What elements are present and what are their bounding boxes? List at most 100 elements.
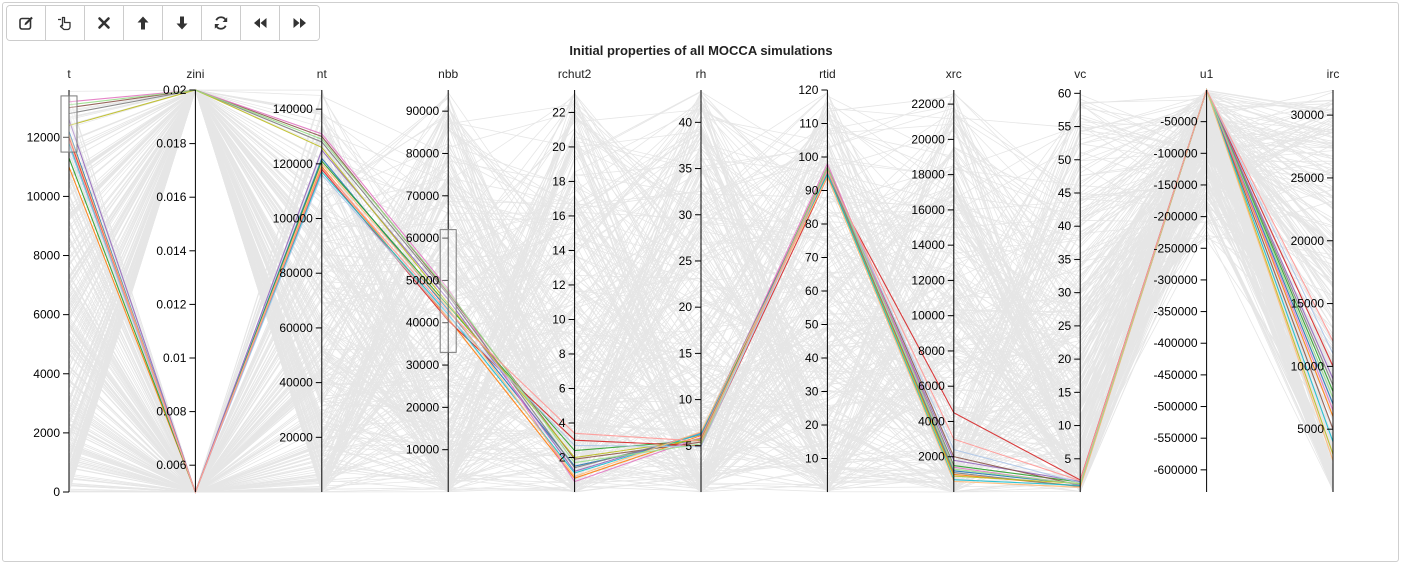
- tick-label: -250000: [1154, 241, 1198, 255]
- tick-label: 16000: [911, 203, 945, 217]
- chart-title: Initial properties of all MOCCA simulati…: [569, 43, 832, 58]
- axis-nbb[interactable]: nbb 10000 20000 30000 40000 50000 60000 70000 80…: [406, 67, 459, 492]
- axis-vc[interactable]: vc 5 10 15 20 25 30 35 40 45 50 55 60: [1058, 67, 1086, 492]
- tick-label: 15: [679, 346, 693, 360]
- tick-label: -400000: [1154, 336, 1198, 350]
- tick-label: 90: [805, 184, 819, 198]
- tick-label: 10: [805, 452, 819, 466]
- axis-irc[interactable]: irc 5000 10000 15000 20000 25000 30000: [1291, 67, 1340, 492]
- tick-label: 80000: [406, 146, 440, 160]
- tick-label: 15000: [1291, 297, 1325, 311]
- tick-label: 10000: [911, 309, 945, 323]
- tick-label: 8000: [33, 249, 60, 263]
- axis-label[interactable]: rh: [696, 67, 707, 81]
- tick-label: 80: [805, 217, 819, 231]
- tick-label: 0: [53, 485, 60, 499]
- axis-rchut2[interactable]: rchut2 2 4 6 8 10 12 14 16 18 20 22: [552, 67, 592, 492]
- tick-label: 15: [1058, 385, 1072, 399]
- tick-label: 14000: [911, 238, 945, 252]
- tick-label: -50000: [1160, 115, 1198, 129]
- axis-label[interactable]: nt: [317, 67, 328, 81]
- tick-label: 60000: [279, 321, 313, 335]
- fast-backward-icon: [254, 18, 267, 28]
- tick-label: 20000: [911, 132, 945, 146]
- tick-label: 40: [679, 115, 693, 129]
- tick-label: -200000: [1154, 210, 1198, 224]
- tick-label: 20: [805, 418, 819, 432]
- refresh-button[interactable]: [202, 6, 241, 40]
- tick-label: 20000: [406, 400, 440, 414]
- tick-label: 50: [805, 318, 819, 332]
- tick-label: -350000: [1154, 305, 1198, 319]
- tick-label: 30: [1058, 286, 1072, 300]
- tick-label: 0.016: [156, 190, 186, 204]
- tick-label: 0.02: [163, 83, 187, 97]
- axis-xrc[interactable]: xrc 2000 4000 6000 8000 10000 12000 14000 16000 1…: [911, 67, 962, 492]
- axis-label[interactable]: vc: [1074, 67, 1086, 81]
- tick-label: 25000: [1291, 171, 1325, 185]
- tick-label: 4000: [918, 414, 945, 428]
- tick-label: 16: [552, 209, 566, 223]
- edit-icon: [19, 16, 33, 30]
- hand-pointer-icon: [58, 16, 71, 31]
- axis-label[interactable]: rtid: [819, 67, 836, 81]
- axis-rh[interactable]: rh 5 10 15 20 25 30 35 40: [679, 67, 707, 492]
- tick-label: 18000: [911, 168, 945, 182]
- axis-label[interactable]: nbb: [438, 67, 458, 81]
- move-up-button[interactable]: [124, 6, 163, 40]
- tick-label: 6000: [918, 379, 945, 393]
- tick-label: 40: [805, 351, 819, 365]
- axis-label[interactable]: u1: [1200, 67, 1214, 81]
- axes: t 0 2000 4000 6000 8000 10000 12000 zini 0.006 0.0…: [27, 67, 1340, 499]
- tick-label: 90000: [406, 104, 440, 118]
- tick-label: 10: [552, 312, 566, 326]
- select-button[interactable]: [46, 6, 85, 40]
- axis-t[interactable]: t 0 2000 4000 6000 8000 10000 12000: [27, 67, 78, 499]
- axis-nt[interactable]: nt 20000 40000 60000 80000 100000 120000 140000: [273, 67, 328, 492]
- tick-label: 60: [805, 284, 819, 298]
- tick-label: 0.008: [156, 405, 186, 419]
- tick-label: 30: [805, 385, 819, 399]
- tick-label: 12: [552, 278, 566, 292]
- arrow-up-icon: [137, 16, 149, 30]
- tick-label: 2000: [918, 450, 945, 464]
- tick-label: 60000: [406, 231, 440, 245]
- axis-label[interactable]: rchut2: [558, 67, 592, 81]
- axis-label[interactable]: irc: [1327, 67, 1340, 81]
- tick-label: 140000: [273, 102, 313, 116]
- axis-label[interactable]: zini: [186, 67, 204, 81]
- brush-extent[interactable]: [60, 95, 78, 153]
- tick-label: 100000: [273, 212, 313, 226]
- tick-label: 55: [1058, 120, 1072, 134]
- tick-label: 10: [679, 393, 693, 407]
- tick-label: 120: [798, 83, 818, 97]
- tick-label: 40: [1058, 219, 1072, 233]
- axis-label[interactable]: xrc: [946, 67, 962, 81]
- close-icon: [98, 17, 110, 29]
- tick-label: 10: [1058, 419, 1072, 433]
- move-down-button[interactable]: [163, 6, 202, 40]
- tick-label: 6000: [33, 308, 60, 322]
- tick-label: 0.012: [156, 297, 186, 311]
- tick-label: 8000: [918, 344, 945, 358]
- backward-button[interactable]: [241, 6, 280, 40]
- axis-label[interactable]: t: [67, 67, 71, 81]
- axis-u1[interactable]: u1 -600000 -550000 -500000 -450000 -400000 -35…: [1154, 67, 1214, 492]
- brush-extent[interactable]: [439, 229, 457, 353]
- tick-label: -600000: [1154, 463, 1198, 477]
- tick-label: 110: [799, 117, 818, 131]
- tick-label: 40000: [406, 316, 440, 330]
- forward-button[interactable]: [280, 6, 319, 40]
- tick-label: 25: [679, 254, 693, 268]
- edit-button[interactable]: [7, 6, 46, 40]
- tick-label: 0.014: [156, 244, 186, 258]
- toolbar: [6, 5, 320, 41]
- tick-label: 80000: [279, 266, 313, 280]
- tick-label: 20000: [1291, 234, 1325, 248]
- axis-rtid[interactable]: rtid 10 20 30 40 50 60 70 80 90 100 110 120: [798, 67, 836, 492]
- axis-zini[interactable]: zini 0.006 0.008 0.01 0.012 0.014 0.016 0.018 0.…: [156, 67, 204, 492]
- tick-label: 70000: [406, 189, 440, 203]
- tick-label: 0.01: [163, 351, 187, 365]
- remove-button[interactable]: [85, 6, 124, 40]
